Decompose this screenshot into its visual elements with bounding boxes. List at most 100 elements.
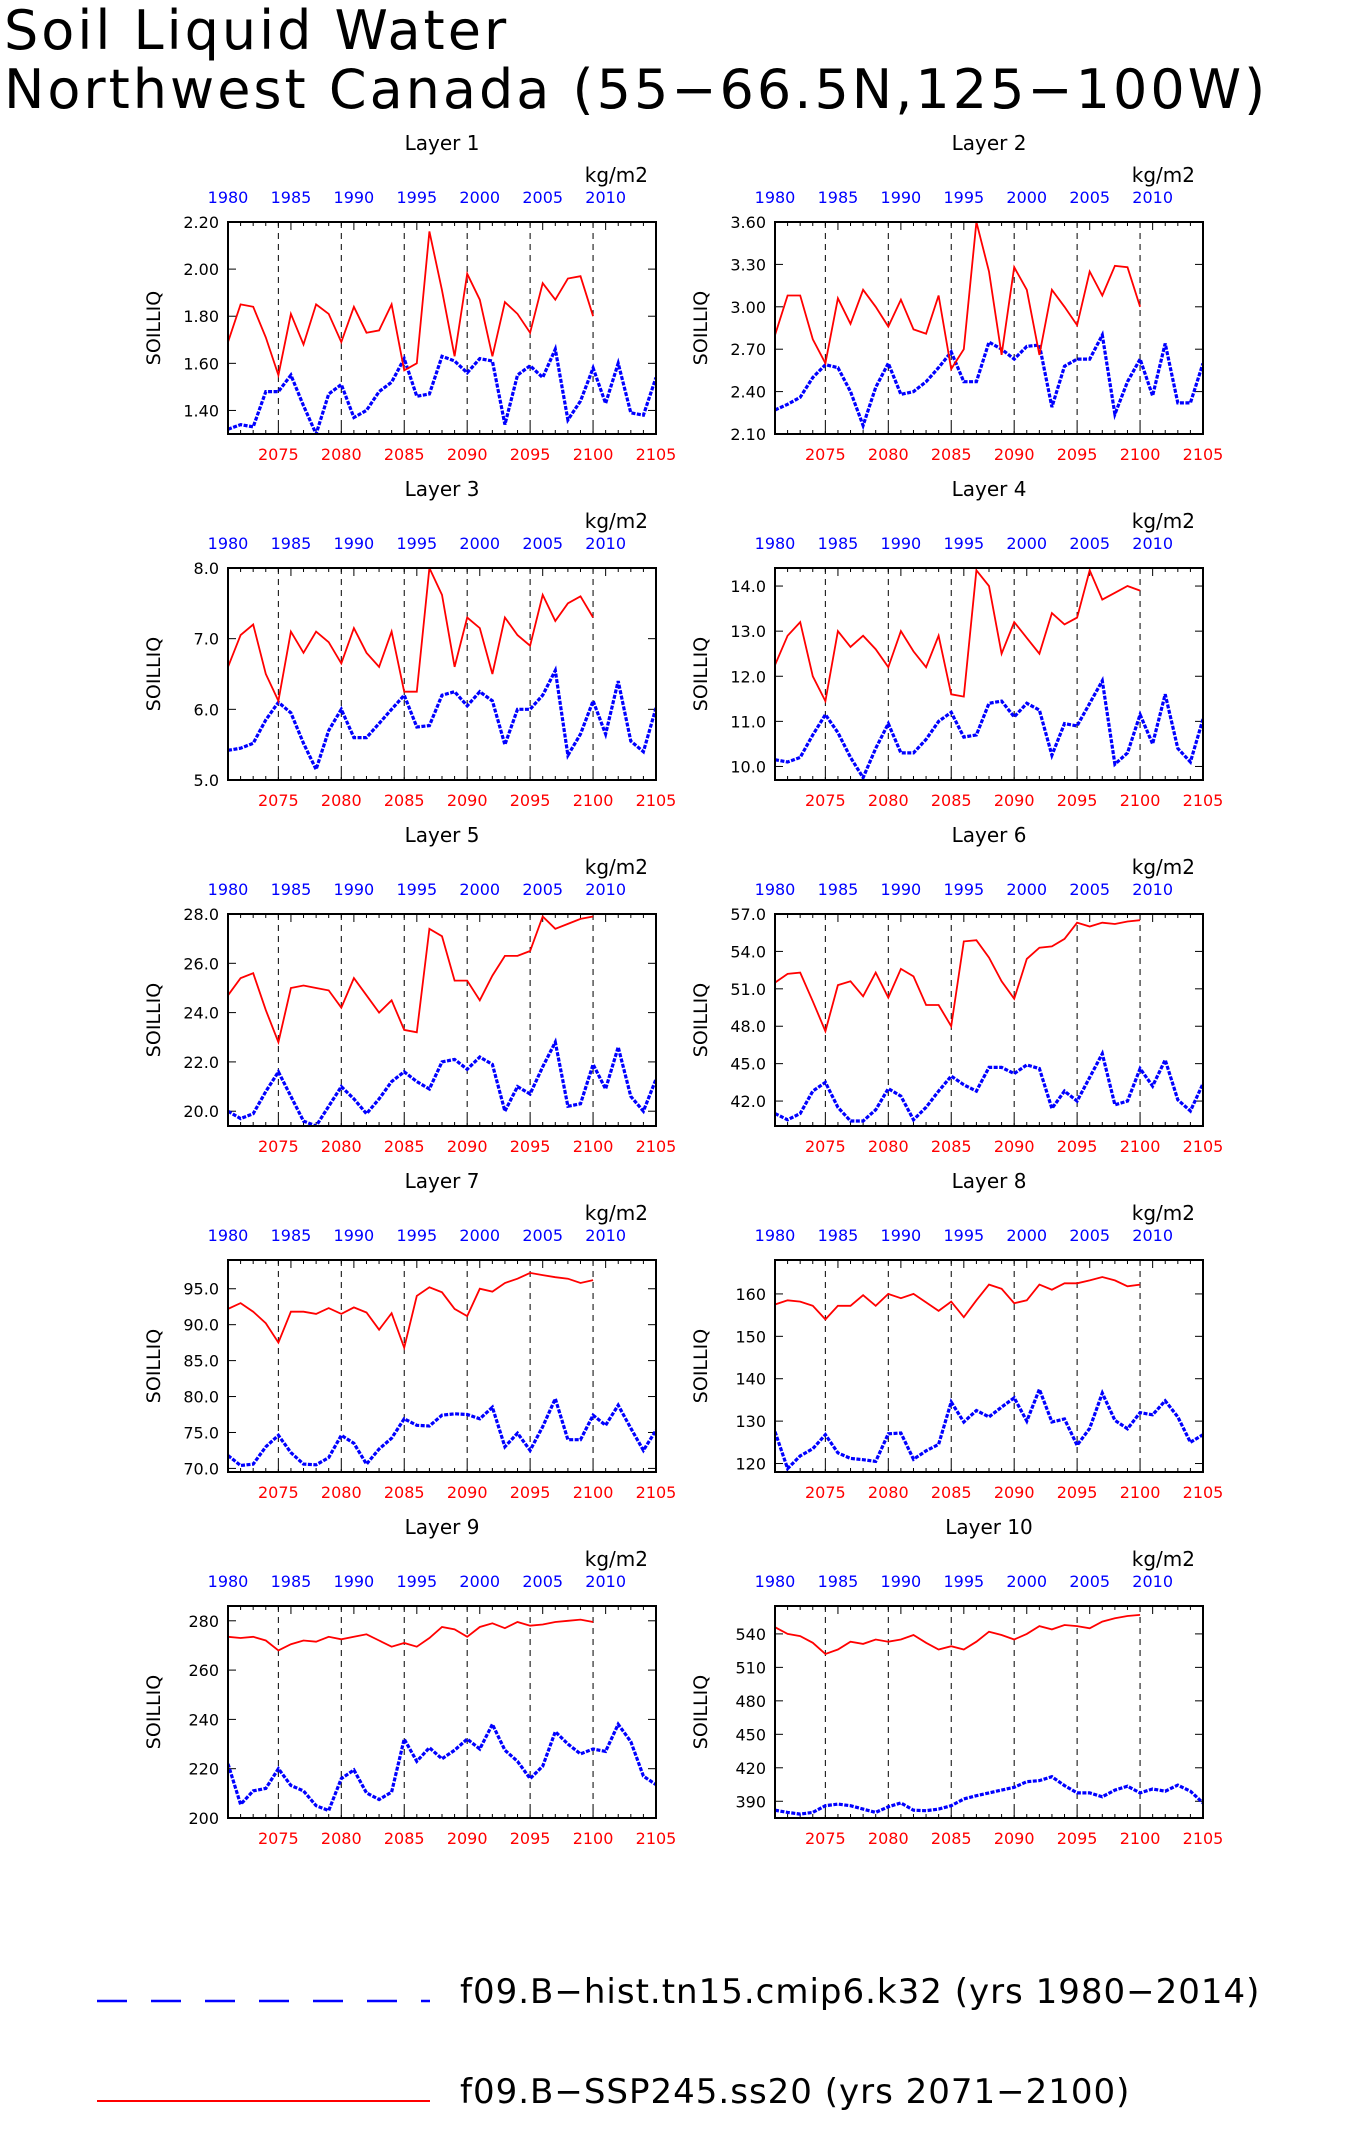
- series-line-ssp: [228, 568, 594, 704]
- series-line-hist: [775, 1774, 1203, 1816]
- bottom-tick-label: 2090: [994, 1137, 1035, 1156]
- top-tick-label: 2000: [1006, 534, 1047, 553]
- series-line-hist: [775, 1384, 1203, 1472]
- y-tick-label: 90.0: [183, 1316, 219, 1335]
- bottom-tick-label: 2075: [805, 445, 846, 464]
- y-tick-label: 57.0: [730, 905, 766, 924]
- panel-1: Layer 1 kg/m2 SOILLIQ 1980 1985 1990 1995 2000 2…: [143, 131, 676, 464]
- series-line-ssp: [775, 1276, 1141, 1321]
- y-tick-label: 24.0: [183, 1004, 219, 1023]
- top-tick-label: 1985: [818, 188, 859, 207]
- panel-title: Layer 3: [405, 477, 480, 501]
- y-tick-label: 5.0: [194, 771, 219, 790]
- top-tick-label: 2010: [1132, 1572, 1173, 1591]
- top-tick-label: 2005: [522, 534, 563, 553]
- y-tick-label: 2.00: [183, 260, 219, 279]
- bottom-tick-label: 2100: [1120, 1829, 1161, 1848]
- top-tick-label: 1985: [818, 1572, 859, 1591]
- y-tick-label: 11.0: [730, 712, 766, 731]
- top-tick-label: 1980: [755, 1226, 796, 1245]
- panel-4: Layer 4 kg/m2 SOILLIQ 1980 1985 1990 1995 2000 2…: [690, 477, 1223, 810]
- y-tick-label: 2.70: [730, 340, 766, 359]
- top-tick-label: 1990: [334, 880, 375, 899]
- bottom-tick-label: 2105: [1183, 1829, 1224, 1848]
- y-axis-label: SOILLIQ: [143, 1329, 165, 1403]
- series-line-hist: [228, 665, 656, 774]
- bottom-tick-label: 2100: [573, 445, 614, 464]
- y-tick-label: 140: [735, 1370, 766, 1389]
- plot-frame: [227, 1605, 657, 1819]
- top-tick-label: 1980: [208, 534, 249, 553]
- series-line-hist: [775, 330, 1203, 431]
- top-tick-label: 1995: [943, 534, 984, 553]
- bottom-tick-label: 2100: [573, 1483, 614, 1502]
- bottom-tick-label: 2080: [868, 1137, 909, 1156]
- units-label: kg/m2: [585, 163, 648, 187]
- bottom-tick-label: 2085: [931, 445, 972, 464]
- y-tick-label: 12.0: [730, 667, 766, 686]
- legend-label-ssp: f09.B−SSP245.ss20 (yrs 2071−2100): [460, 2072, 1131, 2112]
- y-tick-label: 42.0: [730, 1092, 766, 1111]
- y-tick-label: 280: [188, 1612, 219, 1631]
- y-tick-label: 10.0: [730, 757, 766, 776]
- top-tick-label: 1980: [755, 534, 796, 553]
- y-tick-label: 2.10: [730, 425, 766, 444]
- series-line-ssp: [228, 231, 594, 379]
- bottom-tick-label: 2090: [994, 1483, 1035, 1502]
- units-label: kg/m2: [1132, 1201, 1195, 1225]
- top-tick-label: 1990: [334, 188, 375, 207]
- bottom-tick-label: 2090: [994, 1829, 1035, 1848]
- top-tick-label: 1980: [208, 1226, 249, 1245]
- top-tick-label: 2010: [1132, 880, 1173, 899]
- bottom-tick-label: 2100: [1120, 445, 1161, 464]
- bottom-tick-label: 2095: [510, 1829, 551, 1848]
- top-tick-label: 1985: [271, 1226, 312, 1245]
- y-axis-label: SOILLIQ: [143, 637, 165, 711]
- y-axis-label: SOILLIQ: [690, 1329, 712, 1403]
- bottom-tick-label: 2095: [1057, 1137, 1098, 1156]
- plot-frame: [227, 1259, 657, 1473]
- series-line-hist: [228, 343, 656, 434]
- panel-6: Layer 6 kg/m2 SOILLIQ 1980 1985 1990 1995 2000 2…: [690, 823, 1223, 1156]
- bottom-tick-label: 2075: [805, 1137, 846, 1156]
- y-tick-label: 220: [188, 1760, 219, 1779]
- bottom-tick-label: 2085: [384, 791, 425, 810]
- bottom-tick-label: 2085: [384, 1483, 425, 1502]
- y-tick-label: 3.60: [730, 213, 766, 232]
- bottom-tick-label: 2100: [1120, 1137, 1161, 1156]
- top-tick-label: 1990: [881, 880, 922, 899]
- y-tick-label: 2.20: [183, 213, 219, 232]
- top-tick-label: 2010: [585, 880, 626, 899]
- plot-frame: [227, 913, 657, 1127]
- top-tick-label: 2000: [1006, 1572, 1047, 1591]
- y-tick-label: 160: [735, 1285, 766, 1304]
- panel-8: Layer 8 kg/m2 SOILLIQ 1980 1985 1990 1995 2000 2…: [690, 1169, 1223, 1502]
- series-line-ssp: [775, 1614, 1141, 1656]
- top-tick-label: 1995: [396, 534, 437, 553]
- top-tick-label: 1995: [396, 1226, 437, 1245]
- y-tick-label: 450: [735, 1725, 766, 1744]
- bottom-tick-label: 2090: [447, 1483, 488, 1502]
- y-tick-label: 130: [735, 1412, 766, 1431]
- y-tick-label: 6.0: [194, 700, 219, 719]
- series-line-hist: [228, 1037, 656, 1126]
- top-tick-label: 1980: [208, 880, 249, 899]
- plot-frame: [774, 1259, 1204, 1473]
- top-tick-label: 2010: [1132, 1226, 1173, 1245]
- legend-label-hist: f09.B−hist.tn15.cmip6.k32 (yrs 1980−2014…: [460, 1972, 1261, 2012]
- bottom-tick-label: 2105: [636, 445, 677, 464]
- bottom-tick-label: 2095: [1057, 1483, 1098, 1502]
- y-tick-label: 1.40: [183, 401, 219, 420]
- top-tick-label: 1980: [208, 1572, 249, 1591]
- series-line-ssp: [775, 568, 1141, 704]
- y-tick-label: 3.30: [730, 255, 766, 274]
- bottom-tick-label: 2100: [573, 1137, 614, 1156]
- top-tick-label: 1990: [881, 1226, 922, 1245]
- units-label: kg/m2: [1132, 509, 1195, 533]
- bottom-tick-label: 2090: [994, 445, 1035, 464]
- bottom-tick-label: 2095: [510, 791, 551, 810]
- bottom-tick-label: 2090: [447, 1829, 488, 1848]
- panel-7: Layer 7 kg/m2 SOILLIQ 1980 1985 1990 1995 2000 2…: [143, 1169, 676, 1502]
- y-tick-label: 54.0: [730, 942, 766, 961]
- top-tick-label: 2005: [522, 188, 563, 207]
